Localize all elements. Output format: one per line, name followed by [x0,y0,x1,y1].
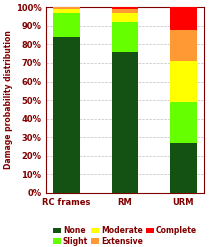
Bar [112,52,138,193]
Bar [112,9,138,13]
Bar [112,22,138,52]
Bar [112,7,138,9]
Bar [170,7,197,30]
Y-axis label: Damage probability distribution: Damage probability distribution [4,31,13,169]
Bar [53,37,80,193]
Bar [112,13,138,22]
Legend: None, Slight, Moderate, Extensive, Complete: None, Slight, Moderate, Extensive, Compl… [53,226,197,246]
Bar [53,9,80,13]
Bar [53,7,80,9]
Bar [170,143,197,193]
Bar [170,61,197,102]
Bar [53,13,80,37]
Bar [170,102,197,143]
Bar [170,30,197,61]
